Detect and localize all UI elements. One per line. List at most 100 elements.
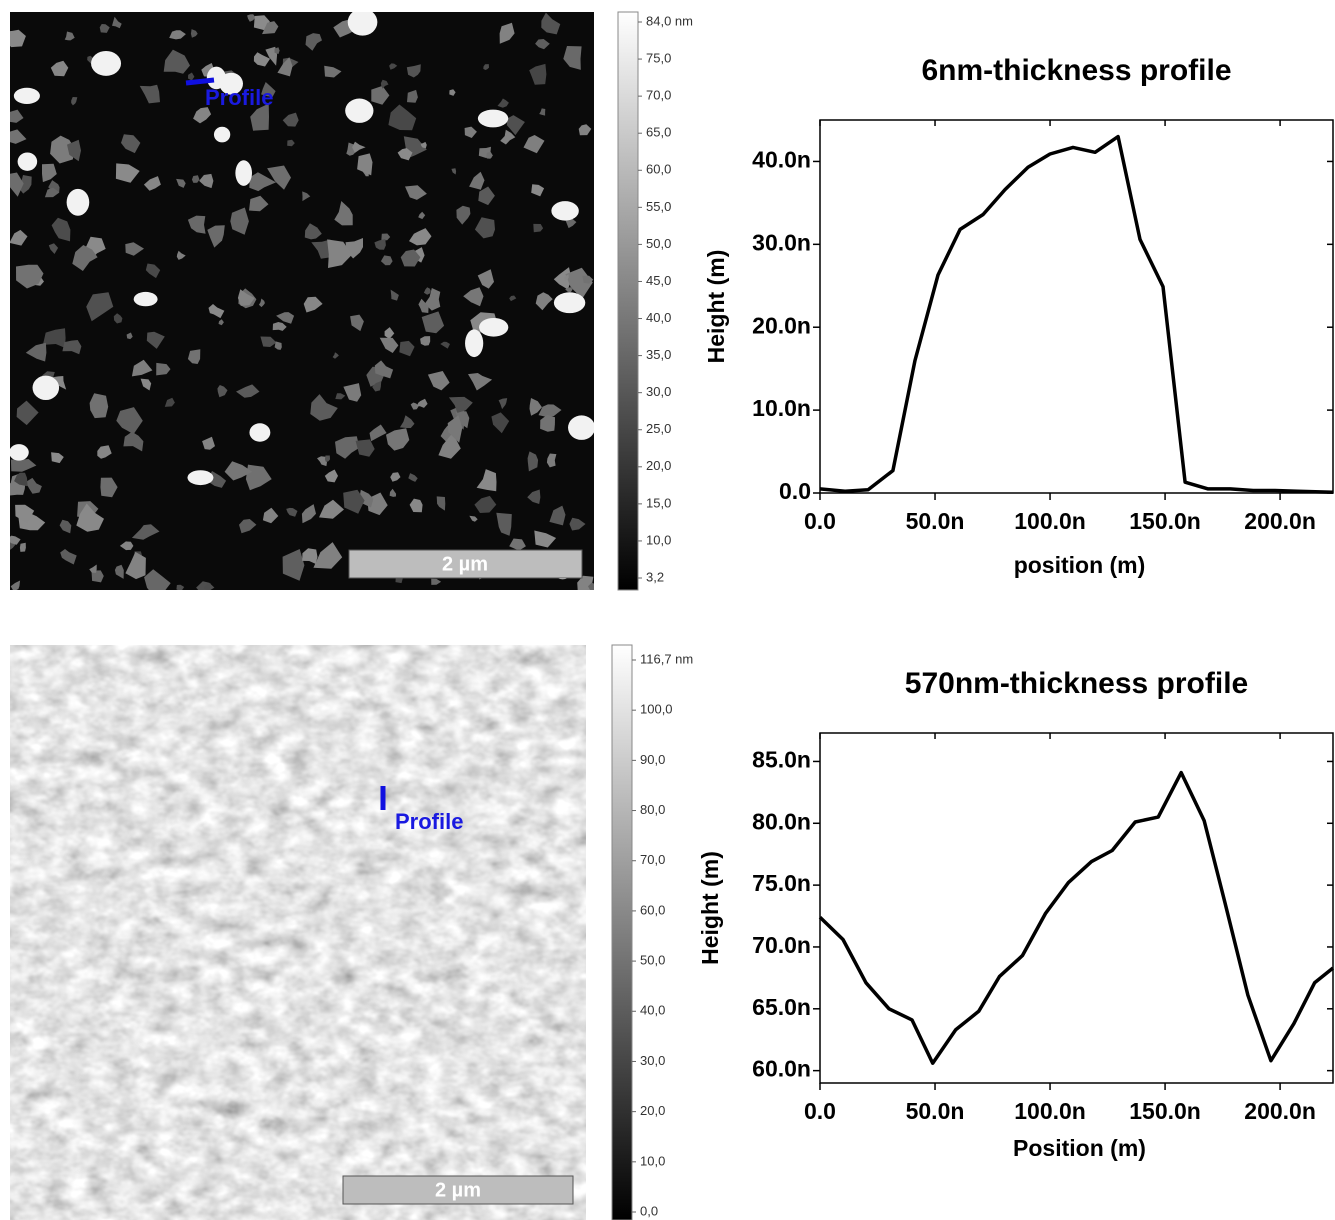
- colorbar-label: 25,0: [646, 421, 671, 436]
- x-tick-label: 200.0n: [1244, 508, 1316, 534]
- scale-bar: [348, 549, 583, 579]
- flake: [146, 331, 165, 349]
- flake: [249, 172, 276, 192]
- x-tick-label: 200.0n: [1244, 1098, 1316, 1124]
- colorbar-label: 65,0: [646, 125, 671, 140]
- y-tick-label: 0.0: [779, 478, 811, 504]
- flake: [407, 89, 418, 103]
- colorbar-label: 20,0: [640, 1103, 665, 1118]
- flake: [477, 109, 509, 128]
- flake: [10, 535, 21, 545]
- flake: [191, 175, 200, 183]
- colorbar-label: 30,0: [646, 384, 671, 399]
- profile-label: Profile: [395, 809, 463, 834]
- flake: [50, 135, 74, 164]
- flake: [188, 72, 195, 81]
- flake: [206, 66, 226, 90]
- colorbar-label: 75,0: [646, 51, 671, 66]
- flake: [126, 332, 133, 340]
- flake: [113, 313, 123, 324]
- y-axis-label: Height (m): [703, 250, 729, 364]
- flake: [310, 394, 338, 421]
- flake: [406, 64, 421, 78]
- flake: [500, 129, 516, 145]
- flake: [397, 148, 413, 161]
- flake: [190, 29, 198, 38]
- flake: [427, 371, 450, 391]
- y-tick-label: 20.0n: [752, 312, 811, 338]
- flake: [260, 336, 277, 347]
- flake: [538, 404, 562, 418]
- x-tick-label: 50.0n: [906, 508, 965, 534]
- flake: [420, 141, 427, 149]
- flake: [10, 459, 37, 472]
- flake: [438, 432, 461, 459]
- flake: [302, 548, 318, 564]
- flake: [71, 97, 78, 106]
- flake: [408, 473, 418, 482]
- flake: [250, 103, 269, 131]
- flake: [405, 185, 427, 200]
- flake: [156, 362, 171, 376]
- flake: [32, 375, 60, 400]
- flake: [529, 398, 542, 416]
- flake: [549, 505, 566, 526]
- flake: [523, 135, 545, 154]
- colorbar-label: 10,0: [646, 532, 671, 547]
- profile-line: [819, 134, 1334, 494]
- x-tick-label: 100.0n: [1014, 1098, 1086, 1124]
- flake: [262, 21, 279, 35]
- flake: [10, 444, 29, 461]
- flake: [327, 239, 353, 268]
- flake: [410, 402, 419, 410]
- flake: [436, 496, 446, 511]
- colorbar-label: 50,0: [646, 236, 671, 251]
- flake: [456, 205, 471, 225]
- flake: [324, 455, 330, 463]
- flake: [42, 163, 57, 183]
- flake: [540, 414, 555, 432]
- afm-flakes: [10, 12, 594, 590]
- flake: [343, 489, 365, 514]
- profile-label: Profile: [205, 85, 273, 110]
- colorbar-label: 30,0: [640, 1053, 665, 1068]
- flake: [131, 359, 153, 377]
- scale-bar-label: 2 µm: [442, 553, 488, 575]
- flake: [125, 551, 146, 580]
- flake: [546, 453, 557, 468]
- flake: [272, 322, 287, 331]
- flake: [145, 263, 161, 279]
- flake: [282, 112, 299, 127]
- flake: [357, 153, 373, 176]
- flake: [262, 507, 279, 524]
- flake: [10, 109, 24, 123]
- flake: [535, 292, 553, 311]
- flake: [99, 24, 110, 33]
- flake: [176, 250, 186, 260]
- flake: [249, 423, 271, 442]
- flake: [563, 46, 582, 70]
- flake: [237, 289, 255, 306]
- flake: [144, 569, 171, 590]
- afm-image: [10, 645, 586, 1220]
- flake: [379, 337, 399, 353]
- flake: [305, 33, 322, 51]
- plot-frame: [819, 732, 1334, 1084]
- flake: [355, 439, 375, 457]
- flake: [390, 289, 399, 301]
- colorbar-label: 70,0: [640, 852, 665, 867]
- flake: [163, 49, 190, 74]
- flake: [499, 22, 515, 44]
- flake: [10, 580, 21, 590]
- flake: [203, 583, 211, 590]
- flake: [448, 396, 473, 413]
- x-tick-label: 0.0: [804, 1098, 836, 1124]
- flake: [119, 541, 134, 551]
- flake: [335, 436, 360, 459]
- flake: [249, 195, 269, 212]
- profile-line: [818, 770, 1335, 1065]
- y-tick-label: 30.0n: [752, 229, 811, 255]
- flake: [420, 336, 431, 346]
- flake: [343, 383, 362, 402]
- flake: [218, 319, 224, 326]
